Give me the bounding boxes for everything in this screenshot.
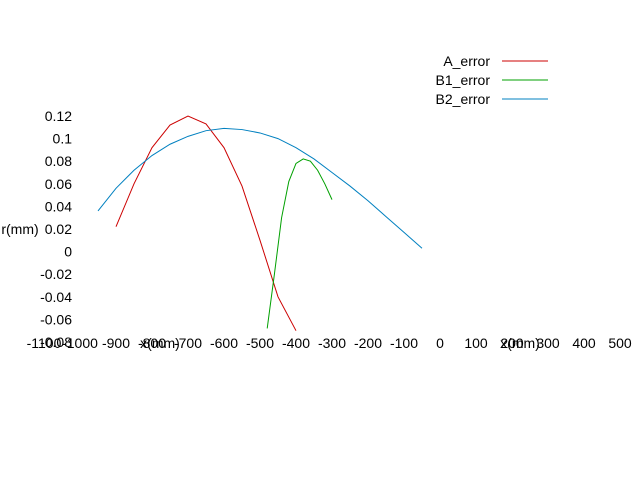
x-tick-label: -200: [354, 335, 382, 351]
y-tick-label: -0.08: [40, 334, 72, 350]
x-tick-label: -900: [102, 335, 130, 351]
x-tick-label: 400: [572, 335, 596, 351]
x-tick-label: 100: [464, 335, 488, 351]
legend-label: B2_error: [436, 91, 491, 107]
legend: A_error B1_error B2_error: [436, 53, 548, 107]
legend-label: A_error: [443, 53, 490, 69]
x-tick-label: -1100: [27, 335, 62, 351]
y-tick-label: 0.12: [45, 108, 72, 124]
x-tick-label: -600: [210, 335, 238, 351]
labels-group: x(mm) x(mm) r(mm): [1, 221, 539, 351]
y-tick-label: 0.06: [45, 176, 72, 192]
y-tick-label: -0.02: [40, 266, 72, 282]
axes: -0.08 -0.06 -0.04 -0.02 0 0.02 0.04 0.06 0.08 0.1…: [27, 108, 632, 351]
y-tick-label: 0.1: [53, 131, 73, 147]
legend-label: B1_error: [436, 72, 491, 88]
x-tick-label: 500: [608, 335, 632, 351]
x-tick-label: -1000: [62, 335, 98, 351]
y-tick-label: 0.04: [45, 198, 72, 214]
y-tick-label: 0: [64, 244, 72, 260]
x-axis-label: x(mm): [140, 335, 180, 351]
series-line-A_error: [115, 115, 297, 331]
x-tick-label: -400: [282, 335, 310, 351]
series-group: [97, 115, 423, 331]
series-line-B1_error: [266, 158, 333, 329]
x-axis-label: x(mm): [500, 335, 540, 351]
y-tick-label: 0.02: [45, 221, 72, 237]
x-tick-label: -800: [138, 335, 166, 351]
x-tick-label: -100: [390, 335, 418, 351]
y-tick-label: 0.08: [45, 153, 72, 169]
y-axis-label: r(mm): [1, 221, 38, 237]
series-line-B2_error: [97, 127, 423, 249]
x-tick-label: -700: [174, 335, 202, 351]
x-tick-label: 300: [536, 335, 560, 351]
x-tick-label: -500: [246, 335, 274, 351]
x-tick-label: -300: [318, 335, 346, 351]
x-tick-label: 0: [436, 335, 444, 351]
y-tick-label: -0.06: [40, 311, 72, 327]
y-tick-label: -0.04: [40, 289, 72, 305]
x-tick-label: 200: [500, 335, 524, 351]
